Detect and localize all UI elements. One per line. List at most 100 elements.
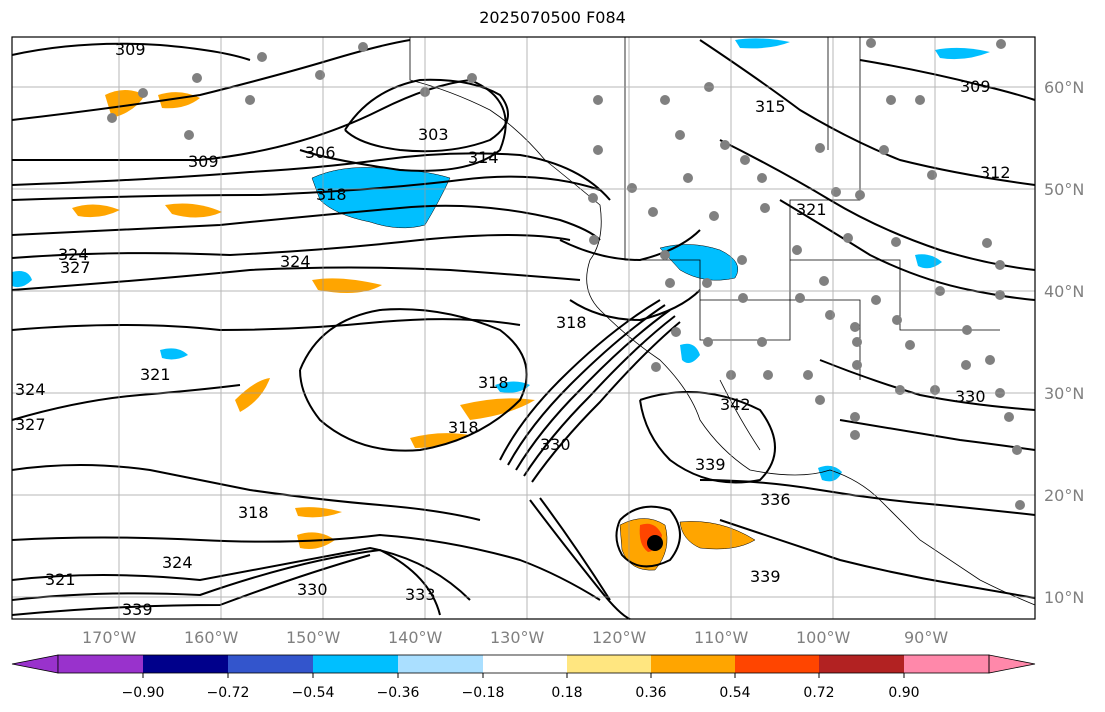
- contour-label: 330: [297, 580, 328, 599]
- contour-label: 333: [405, 585, 436, 604]
- contour-label: 309: [115, 40, 146, 59]
- lon-label: 120°W: [592, 628, 647, 647]
- colorbar-segment: [904, 655, 989, 673]
- shade-orange-area-5: [72, 204, 120, 218]
- lat-label: 50°N: [1044, 180, 1084, 199]
- shade-orange-area-2: [679, 521, 756, 550]
- contour-labels: 309 303 306 309 318 314 315 309 312 321 …: [15, 40, 1011, 619]
- lat-label: 60°N: [1044, 78, 1084, 97]
- shade-blue-area-8: [12, 271, 32, 288]
- colorbar-tick-label: 0.72: [803, 685, 834, 701]
- shade-blue-area-6: [495, 381, 530, 393]
- colorbar-extend-high: [988, 654, 1036, 674]
- map-title: 2025070500 F084: [479, 8, 626, 27]
- lon-label: 170°W: [82, 628, 137, 647]
- colorbar-segment: [398, 655, 483, 673]
- colorbar-segment: [819, 655, 904, 673]
- colorbar-segment: [735, 655, 819, 673]
- colorbar-tick-label: −0.90: [122, 685, 165, 701]
- shade-blue-area-4: [659, 244, 739, 281]
- map-frame: [11, 36, 1036, 620]
- shade-blue-area-10: [680, 343, 700, 364]
- lat-label: 10°N: [1044, 588, 1084, 607]
- shade-orange-area-6: [165, 203, 222, 218]
- contour-label: 339: [122, 600, 153, 619]
- contour-label: 309: [188, 152, 219, 171]
- contour-label: 324: [280, 252, 311, 271]
- colorbar-tick-label: 0.54: [719, 685, 750, 701]
- contour-label: 327: [60, 258, 91, 277]
- colorbar: −0.90 −0.72 −0.54 −0.36 −0.18 0.18 0.36 …: [11, 654, 1036, 701]
- shade-orange-area-8: [295, 507, 342, 518]
- colorbar-tick-label: 0.18: [551, 685, 582, 701]
- contour-label: 318: [478, 373, 509, 392]
- colorbar-segment: [483, 655, 567, 673]
- colorbar-segment: [651, 655, 735, 673]
- colorbar-segment: [58, 655, 143, 673]
- colorbar-segment: [313, 655, 398, 673]
- colorbar-tick-label: −0.36: [377, 685, 420, 701]
- longitude-labels: 170°W 160°W 150°W 140°W 130°W 120°W 110°…: [82, 628, 948, 647]
- lon-label: 160°W: [184, 628, 239, 647]
- contour-label: 315: [755, 97, 786, 116]
- colorbar-extend-low: [11, 654, 59, 674]
- contour-layer: [11, 39, 1036, 620]
- contour-label: 309: [960, 77, 991, 96]
- map-panel: 309 303 306 309 318 314 315 309 312 321 …: [11, 36, 1036, 620]
- contour-label: 321: [796, 200, 827, 219]
- contour-label: 327: [15, 415, 46, 434]
- colorbar-ticks: [142, 673, 905, 678]
- contour-label: 324: [15, 380, 46, 399]
- colorbar-tick-label: −0.18: [462, 685, 505, 701]
- contour-label: 318: [556, 313, 587, 332]
- shade-orange-area-12: [235, 378, 270, 412]
- lon-label: 130°W: [490, 628, 545, 647]
- lon-label: 140°W: [388, 628, 443, 647]
- lat-label: 30°N: [1044, 384, 1084, 403]
- contour-label: 324: [162, 553, 193, 572]
- colorbar-tick-label: −0.72: [207, 685, 250, 701]
- colorbar-segment: [143, 655, 228, 673]
- contour-label: 312: [980, 163, 1011, 182]
- contour-label: 321: [45, 570, 76, 589]
- contour-label: 321: [140, 365, 171, 384]
- contour-label: 306: [305, 143, 336, 162]
- shade-blue-area-5: [818, 465, 842, 482]
- contour-label: 303: [418, 125, 449, 144]
- station-markers: [107, 38, 1025, 510]
- colorbar-tick-label: 0.36: [635, 685, 666, 701]
- lon-label: 90°W: [904, 628, 948, 647]
- colorbar-tick-label: −0.54: [292, 685, 335, 701]
- colorbar-tick-label: 0.90: [888, 685, 919, 701]
- shade-blue-area-3: [935, 47, 990, 60]
- contour-label: 336: [760, 490, 791, 509]
- storm-center-marker: [647, 535, 663, 551]
- colorbar-segment: [567, 655, 651, 673]
- latitude-labels: 60°N 50°N 40°N 30°N 20°N 10°N: [1044, 78, 1084, 607]
- contour-label: 318: [316, 185, 347, 204]
- lon-label: 150°W: [286, 628, 341, 647]
- graticule: [12, 37, 1035, 619]
- contour-label: 330: [540, 435, 571, 454]
- shade-orange-area-3: [105, 90, 145, 118]
- contour-label: 342: [720, 395, 751, 414]
- contour-label: 339: [695, 455, 726, 474]
- contour-label: 314: [468, 148, 499, 167]
- shade-blue-area-7: [160, 348, 188, 360]
- contour-label: 318: [448, 418, 479, 437]
- shade-orange-area-7: [312, 278, 382, 294]
- boundary-layer: [409, 37, 1036, 606]
- shade-blue-area-2: [735, 38, 790, 49]
- contour-label: 339: [750, 567, 781, 586]
- lat-label: 20°N: [1044, 486, 1084, 505]
- shading-layer: [12, 38, 990, 571]
- colorbar-frame: [57, 654, 990, 674]
- lon-label: 100°W: [796, 628, 851, 647]
- contour-label: 330: [955, 387, 986, 406]
- lon-label: 110°W: [694, 628, 749, 647]
- colorbar-segment: [228, 655, 313, 673]
- lat-label: 40°N: [1044, 282, 1084, 301]
- contour-label: 324: [58, 245, 89, 264]
- contour-label: 318: [238, 503, 269, 522]
